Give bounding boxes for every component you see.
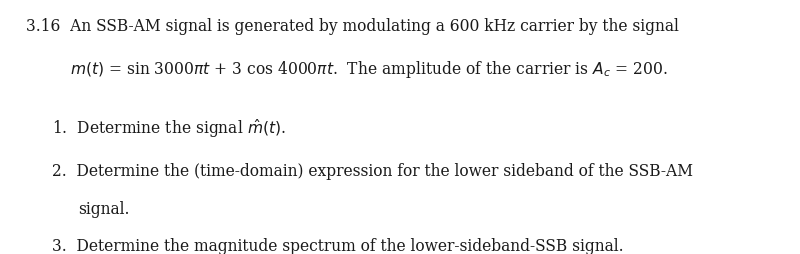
Text: signal.: signal. (78, 201, 130, 218)
Text: 2.  Determine the (time-domain) expression for the lower sideband of the SSB-AM: 2. Determine the (time-domain) expressio… (52, 163, 693, 180)
Text: 3.16  An SSB-AM signal is generated by modulating a 600 kHz carrier by the signa: 3.16 An SSB-AM signal is generated by mo… (26, 18, 678, 35)
Text: $m(t)$ = sin 3000$\pi t$ + 3 cos 4000$\pi t$.  The amplitude of the carrier is $: $m(t)$ = sin 3000$\pi t$ + 3 cos 4000$\p… (70, 58, 668, 79)
Text: 3.  Determine the magnitude spectrum of the lower-sideband-SSB signal.: 3. Determine the magnitude spectrum of t… (52, 237, 624, 254)
Text: 1.  Determine the signal $\hat{m}(t)$.: 1. Determine the signal $\hat{m}(t)$. (52, 117, 286, 140)
